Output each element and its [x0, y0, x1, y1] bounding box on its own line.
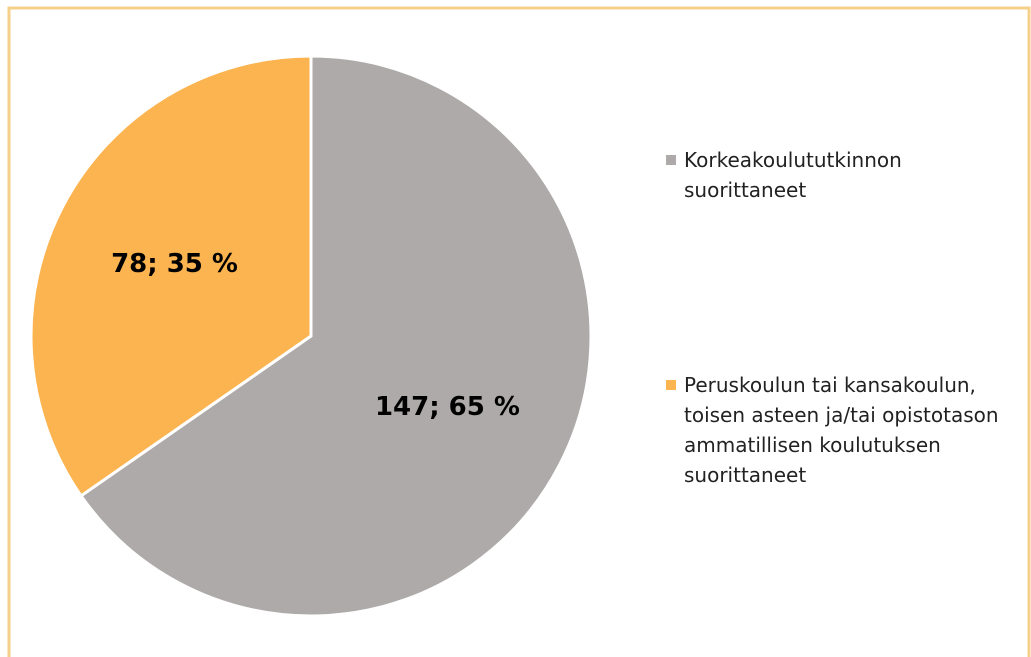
legend-text: Peruskoulun tai kansakoulun, toisen aste…: [684, 373, 999, 487]
frame: [7, 6, 1031, 657]
data-label: 147; 65 %: [375, 392, 520, 422]
legend-item: Korkeakoulututkinnon suorittaneet: [666, 145, 1024, 205]
pie-slice: [78, 54, 593, 618]
pie-slice: [29, 54, 313, 498]
legend-item: Peruskoulun tai kansakoulun, toisen aste…: [666, 370, 1024, 490]
data-label: 78; 35 %: [111, 249, 238, 279]
legend-swatch: [666, 155, 676, 165]
legend-swatch: [666, 380, 676, 390]
legend-text: Korkeakoulututkinnon suorittaneet: [684, 148, 902, 202]
